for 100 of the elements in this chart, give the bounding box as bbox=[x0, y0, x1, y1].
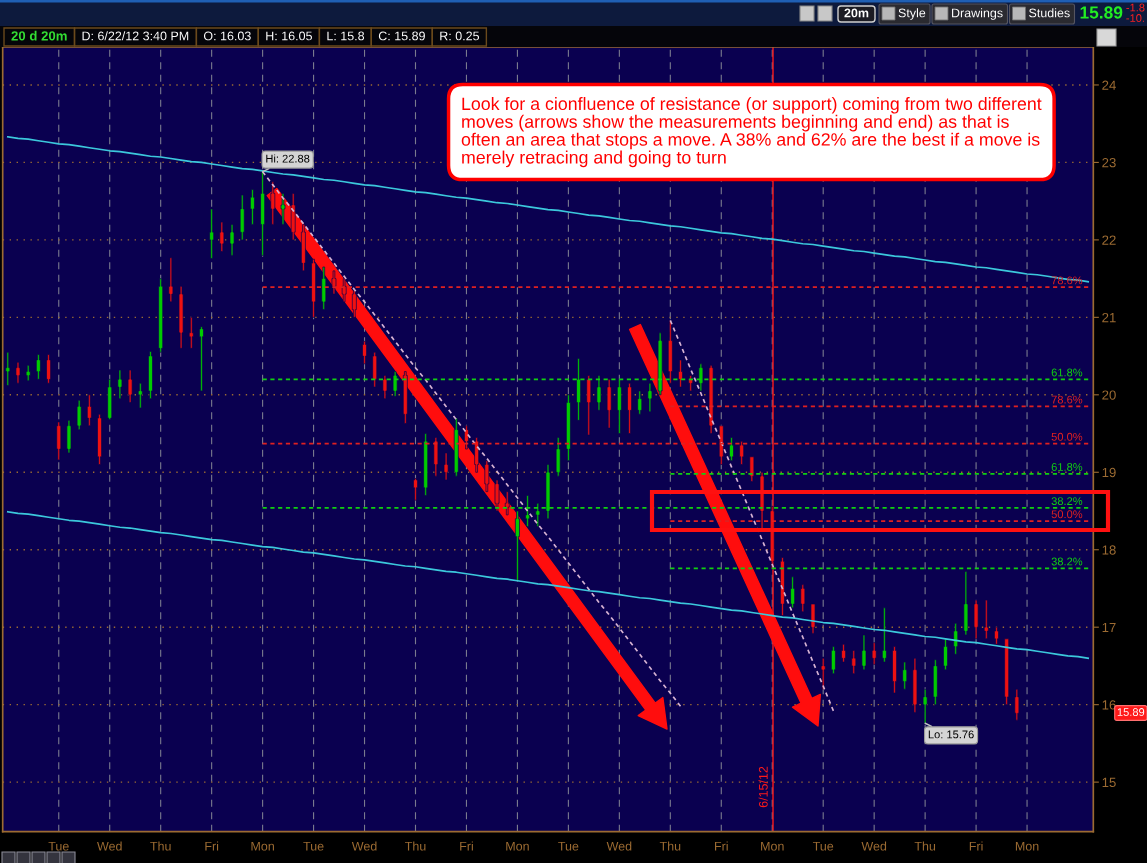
candlestick bbox=[402, 371, 408, 424]
candlestick bbox=[566, 394, 571, 461]
candlestick bbox=[922, 688, 928, 724]
series-label: 38.2% bbox=[1051, 557, 1083, 566]
text: 15.89 bbox=[1117, 708, 1145, 716]
candlestick bbox=[66, 420, 72, 454]
text: Style bbox=[898, 8, 926, 20]
candlestick bbox=[800, 584, 806, 613]
candlestick bbox=[678, 359, 683, 388]
candlestick bbox=[331, 270, 337, 295]
x-tick-label: Wed bbox=[861, 841, 887, 851]
candlestick bbox=[881, 607, 887, 663]
candlestick bbox=[137, 382, 143, 409]
x-tick-label: Thu bbox=[659, 841, 681, 851]
candlestick bbox=[15, 361, 21, 384]
candlestick bbox=[239, 194, 245, 241]
candlestick bbox=[851, 650, 857, 675]
chart-title: 20 d 20m bbox=[11, 30, 67, 41]
y-tick-label: 19 bbox=[1102, 467, 1116, 478]
x-tick-label: Wed bbox=[97, 841, 122, 851]
text: R: 0.25 bbox=[440, 31, 480, 41]
candlestick bbox=[382, 375, 388, 400]
candlestick bbox=[515, 510, 520, 582]
candlestick bbox=[616, 378, 622, 434]
candlestick bbox=[158, 278, 164, 353]
annotation: Lo: 15.76 bbox=[928, 730, 974, 739]
candlestick bbox=[270, 181, 276, 225]
candlestick bbox=[555, 437, 561, 477]
x-tick-label: Mon bbox=[1015, 841, 1039, 851]
candlestick bbox=[576, 358, 581, 421]
y-tick-label: 18 bbox=[1102, 545, 1116, 555]
candlestick bbox=[586, 375, 592, 436]
candlestick bbox=[97, 413, 102, 465]
y-tick-label: 20 bbox=[1102, 390, 1116, 400]
x-tick-label: Tue bbox=[558, 841, 579, 851]
x-tick-label: Tue bbox=[812, 841, 834, 851]
line-series bbox=[6, 510, 1090, 660]
candlestick bbox=[953, 622, 959, 655]
candlestick bbox=[831, 646, 836, 675]
candlestick bbox=[107, 378, 113, 420]
candlestick bbox=[413, 478, 418, 501]
candlestick bbox=[341, 278, 347, 303]
text: O: 16.03 bbox=[203, 31, 251, 41]
annotation: Hi: 22.88 bbox=[266, 154, 310, 163]
candlestick bbox=[199, 326, 204, 392]
candlestick bbox=[56, 421, 62, 461]
candlestick bbox=[443, 452, 449, 481]
candlestick bbox=[362, 341, 367, 365]
text: 15.89 bbox=[1080, 6, 1123, 19]
candlestick bbox=[229, 224, 235, 256]
text: -10. bbox=[1126, 14, 1144, 22]
candlestick bbox=[1004, 638, 1010, 706]
candlestick bbox=[790, 576, 796, 609]
series-label: 50.0% bbox=[1051, 432, 1083, 441]
candlestick bbox=[892, 646, 897, 694]
line-series bbox=[669, 319, 835, 712]
y-tick-label: 15 bbox=[1102, 777, 1116, 788]
candlestick bbox=[494, 479, 500, 512]
candlestick bbox=[321, 266, 327, 310]
candlestick bbox=[841, 643, 846, 663]
candlestick bbox=[46, 354, 51, 384]
text: Drawings bbox=[952, 8, 1003, 20]
candlestick bbox=[780, 557, 785, 616]
candlestick bbox=[525, 495, 530, 527]
candlestick bbox=[260, 171, 265, 256]
candlestick bbox=[667, 320, 673, 384]
candlestick bbox=[627, 382, 632, 434]
x-tick-label: Mon bbox=[251, 841, 274, 851]
candlestick bbox=[943, 638, 948, 671]
candlestick bbox=[596, 375, 602, 411]
text: 20m bbox=[844, 8, 869, 18]
x-tick-label: Fri bbox=[969, 841, 983, 851]
candlestick bbox=[698, 363, 704, 392]
candlestick bbox=[749, 456, 755, 482]
candlestick bbox=[372, 351, 378, 388]
candlestick bbox=[290, 193, 296, 241]
candlestick bbox=[504, 491, 510, 516]
x-tick-label: Thu bbox=[405, 841, 426, 851]
candlestick bbox=[178, 286, 184, 349]
y-tick-label: 17 bbox=[1102, 622, 1116, 632]
x-tick-label: Wed bbox=[606, 841, 632, 851]
annotation: 6/15/12 bbox=[758, 766, 768, 808]
series-label: 50.0% bbox=[1051, 510, 1083, 519]
y-tick-label: 24 bbox=[1102, 80, 1116, 90]
candlestick bbox=[912, 657, 918, 713]
candlestick bbox=[861, 634, 867, 671]
text: C: 15.89 bbox=[378, 31, 425, 41]
candlestick bbox=[5, 351, 11, 386]
candlestick bbox=[280, 193, 286, 225]
text: D: 6/22/12 3:40 PM bbox=[82, 31, 189, 41]
candlestick bbox=[209, 208, 215, 259]
candlestick bbox=[86, 394, 92, 427]
x-tick-label: Tue bbox=[48, 841, 69, 851]
y-tick-label: 22 bbox=[1102, 235, 1116, 245]
candlestick bbox=[545, 464, 551, 520]
x-tick-label: Mon bbox=[761, 841, 784, 851]
candlestick bbox=[637, 390, 643, 415]
candlestick bbox=[606, 378, 612, 429]
series-label: 78.6% bbox=[1051, 395, 1083, 404]
candlestick bbox=[148, 351, 153, 400]
